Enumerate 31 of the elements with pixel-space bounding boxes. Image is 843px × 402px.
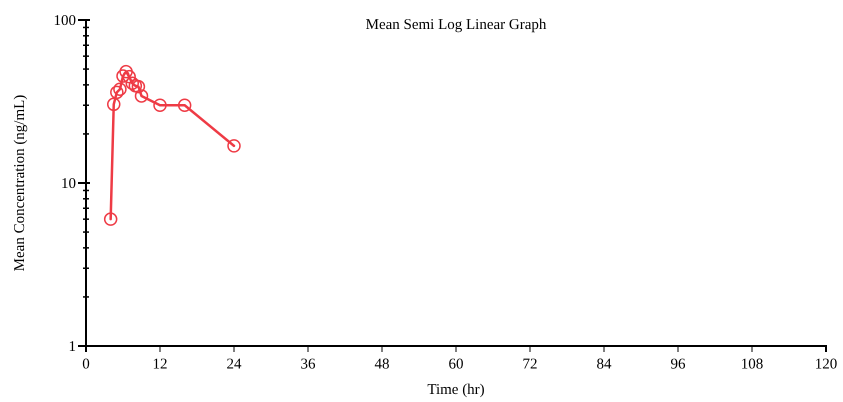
x-axis-title: Time (hr)	[427, 382, 485, 398]
y-tick-label: 10	[61, 176, 76, 192]
x-tick-label: 48	[374, 356, 390, 372]
point	[153, 98, 167, 112]
x-tick-label: 0	[82, 356, 90, 372]
point	[104, 212, 118, 226]
x-tick-label: 96	[670, 356, 686, 372]
point	[113, 82, 127, 96]
x-tick-label: 36	[300, 356, 316, 372]
point	[107, 98, 120, 112]
y-tick-label: 100	[54, 12, 76, 29]
x-tick-label: 24	[226, 356, 242, 372]
x-tick-label: 60	[448, 356, 464, 372]
x-tick-label: 84	[596, 356, 612, 372]
point	[227, 139, 241, 153]
point	[128, 79, 142, 93]
point	[126, 76, 139, 90]
x-tick-label: 108	[740, 356, 764, 372]
point	[132, 80, 146, 94]
x-tick-label: 72	[522, 356, 538, 372]
point	[178, 98, 192, 112]
point	[116, 69, 130, 83]
point	[110, 86, 124, 100]
y-tick-label: 1	[68, 338, 76, 355]
y-axis-title: Mean Concentration (ng/mL)	[12, 94, 28, 272]
point	[134, 89, 148, 103]
point	[119, 64, 133, 78]
point	[122, 70, 136, 84]
chart-title: Mean Semi Log Linear Graph	[366, 17, 547, 33]
x-tick-label: 12	[152, 356, 168, 372]
x-tick-label: 120	[814, 356, 838, 372]
